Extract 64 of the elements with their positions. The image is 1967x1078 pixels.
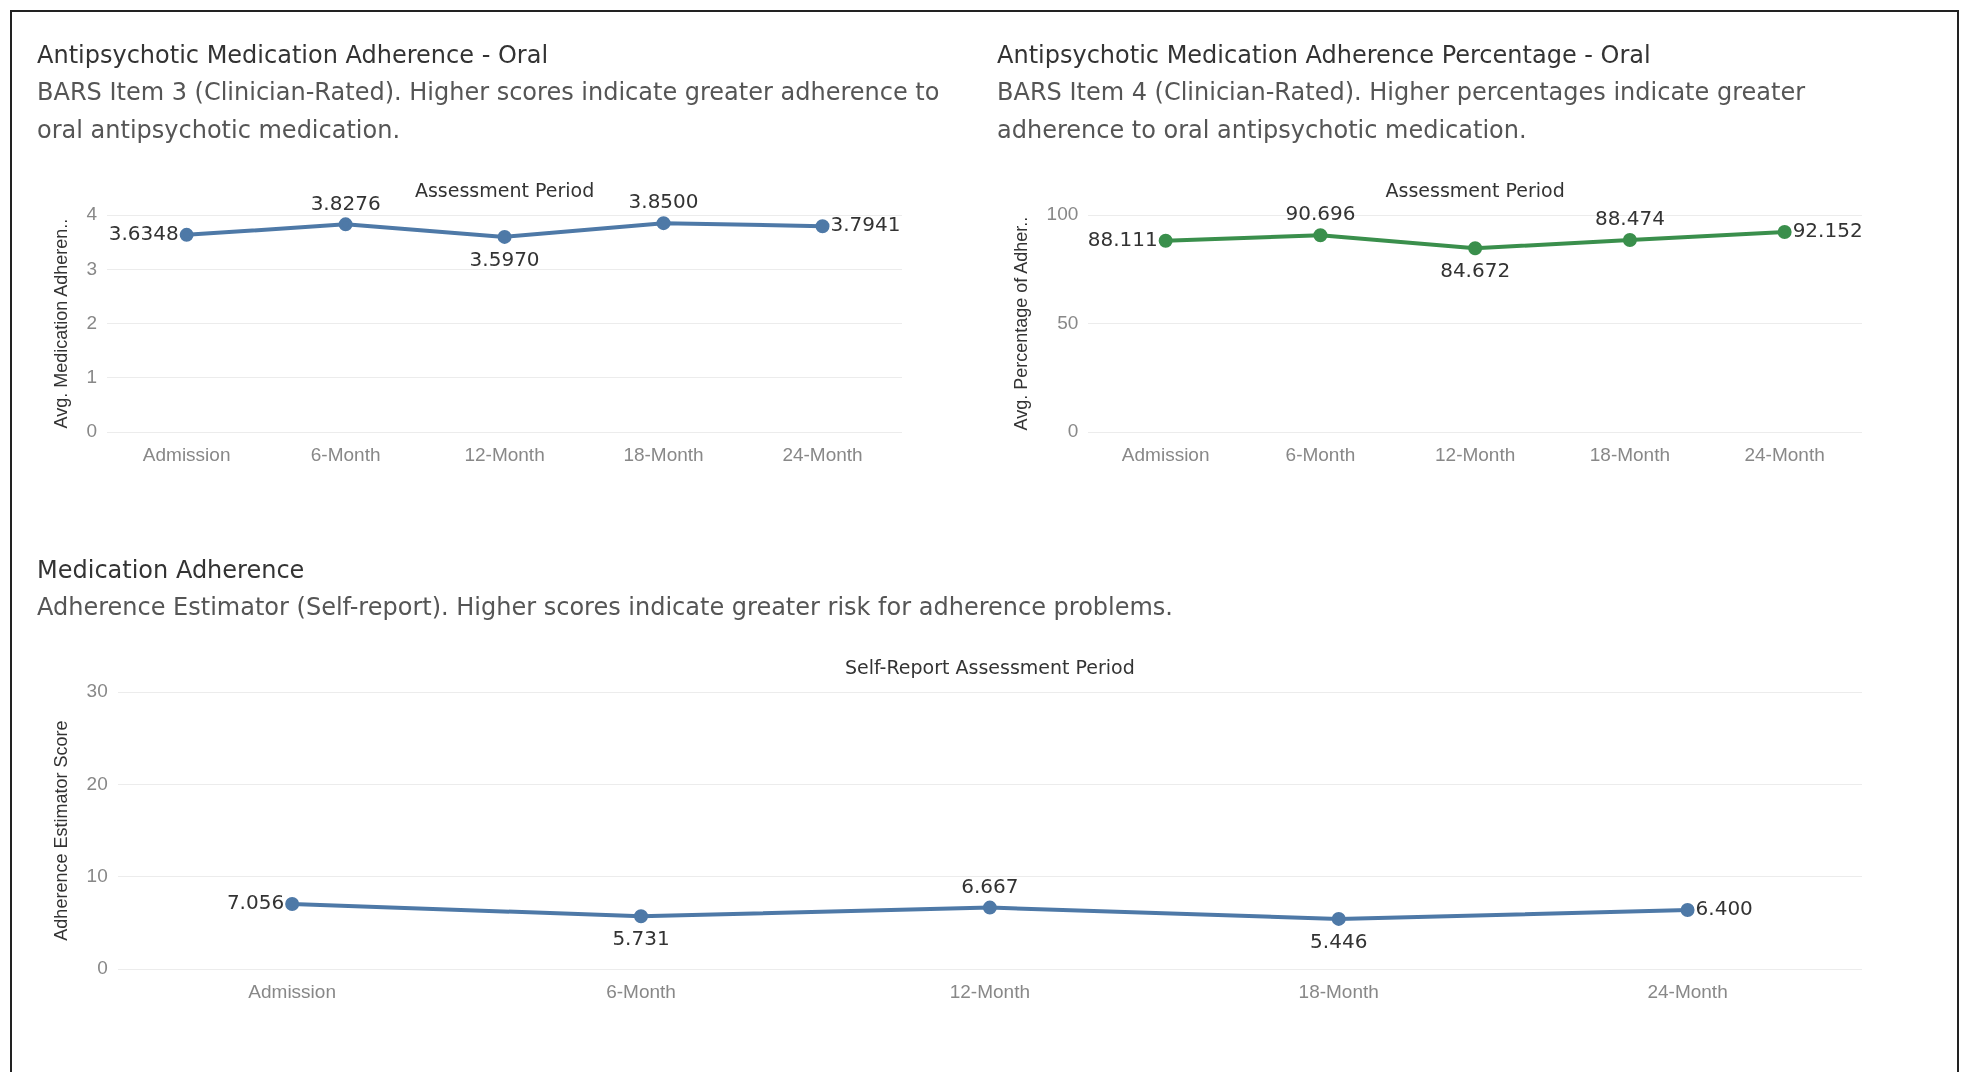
x-tick-label: Admission — [1121, 443, 1210, 465]
x-tick-label: Admission — [142, 443, 231, 465]
data-label: 5.731 — [612, 926, 670, 951]
point — [285, 897, 300, 911]
x-tick-label: 12-Month — [949, 980, 1031, 1002]
data-label: 5.446 — [1310, 929, 1368, 954]
point — [1680, 903, 1695, 918]
point — [1777, 225, 1792, 240]
x-axis-title: Assessment Period — [414, 179, 595, 201]
point — [982, 900, 997, 915]
data-label: 3.7941 — [830, 212, 901, 237]
data-label: 6.400 — [1695, 896, 1753, 921]
point — [634, 909, 649, 924]
x-tick-label: 24-Month — [782, 443, 863, 465]
y-tick-label: 100 — [1046, 203, 1079, 225]
x-tick-label: Admission — [248, 980, 336, 1002]
x-tick-label: 18-Month — [623, 443, 704, 465]
x-tick-label: 18-Month — [1589, 443, 1671, 465]
y-tick-label: 3 — [86, 257, 98, 279]
y-tick-label: 4 — [86, 203, 98, 225]
data-label: 84.672 — [1440, 258, 1511, 283]
y-tick-label: 1 — [86, 366, 98, 388]
y-tick-label: 10 — [86, 865, 108, 887]
chart-title: Antipsychotic Medication Adherence Percentage - Oral — [997, 40, 1652, 71]
y-tick-label: 20 — [86, 772, 108, 794]
data-label: 88.474 — [1594, 206, 1665, 231]
data-label: 7.056 — [226, 890, 285, 915]
data-label: 3.8276 — [310, 190, 381, 215]
point — [1331, 911, 1346, 926]
y-axis-title: Avg. Medication Adheren.. — [50, 218, 71, 429]
y-axis-title: Adherence Estimator Score — [50, 720, 71, 941]
chart-subtitle: BARS Item 4 (Clinician-Rated). Higher percentages indicate greater adherence to oral antipsychotic medication. — [997, 77, 1806, 146]
x-axis-title: Assessment Period — [1384, 179, 1566, 201]
y-tick-label: 30 — [86, 680, 108, 702]
x-tick-label: 6-Month — [606, 980, 676, 1002]
y-tick-label: 0 — [97, 957, 108, 979]
x-axis-title: Self-Report Assessment Period — [843, 656, 1136, 678]
point — [1158, 233, 1173, 248]
data-label: 3.8500 — [628, 189, 699, 214]
point — [1313, 228, 1328, 243]
x-tick-label: 24-Month — [1647, 980, 1728, 1002]
x-tick-label: 6-Month — [310, 443, 381, 465]
data-label: 3.5970 — [469, 247, 540, 272]
y-axis-title: Avg. Percentage of Adher.. — [1010, 216, 1031, 431]
x-tick-label: 24-Month — [1744, 443, 1825, 465]
chart-subtitle: BARS Item 3 (Clinician-Rated). Higher scores indicate greater adherence to oral antipsychotic medication. — [37, 77, 941, 146]
x-tick-label: 6-Month — [1285, 443, 1356, 465]
y-tick-label: 50 — [1057, 311, 1079, 333]
x-tick-label: 12-Month — [464, 443, 545, 465]
point — [1468, 241, 1483, 256]
x-tick-label: 12-Month — [1435, 443, 1516, 465]
point — [1622, 233, 1637, 248]
y-tick-label: 2 — [86, 311, 98, 333]
chart-title: Medication Adherence — [37, 555, 306, 586]
data-label: 92.152 — [1792, 218, 1863, 243]
x-tick-label: 18-Month — [1298, 980, 1379, 1002]
y-tick-label: 0 — [86, 420, 98, 442]
y-tick-label: 0 — [1067, 420, 1079, 442]
chart-title: Antipsychotic Medication Adherence - Oral — [37, 40, 550, 71]
data-label: 6.667 — [961, 873, 1019, 898]
chart-subtitle: Adherence Estimator (Self-report). Higher scores indicate greater risk for adherence problems. — [37, 592, 1174, 623]
data-label: 3.6348 — [108, 221, 179, 246]
data-label: 88.111 — [1087, 227, 1158, 252]
data-label: 90.696 — [1285, 201, 1356, 226]
